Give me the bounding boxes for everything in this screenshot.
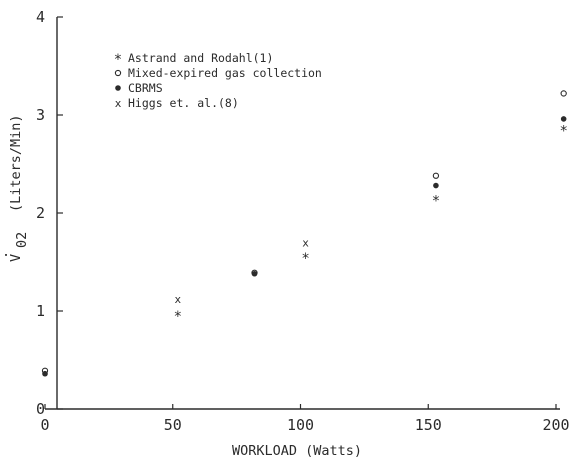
series-x: xx <box>175 236 310 306</box>
data-point-asterisk: * <box>559 124 567 140</box>
y-axis-subscript: 02 <box>14 232 30 248</box>
data-point-open-circle <box>432 172 440 179</box>
legend-label: CBRMS <box>128 81 163 95</box>
legend-item: x Higgs et. al.(8) <box>115 96 239 110</box>
y-axis-title: V . 02 (Liters/Min) <box>0 114 30 262</box>
y-axis-unit: (Liters/Min) <box>8 114 24 212</box>
legend-label: Astrand and Rodahl(1) <box>128 51 273 65</box>
data-point-x: x <box>175 293 182 306</box>
x-axis-title: WORKLOAD (Watts) <box>232 443 362 459</box>
x-tick-label: 100 <box>287 416 314 434</box>
data-point-filled-circle <box>251 270 258 277</box>
y-axis-symbol: V <box>8 254 24 262</box>
legend-item: Mixed-expired gas collection <box>114 66 322 80</box>
data-point-asterisk: * <box>174 309 182 325</box>
data-point-asterisk: * <box>301 251 309 267</box>
data-point-filled-circle <box>42 370 48 377</box>
y-tick-label: 2 <box>36 204 45 222</box>
data-point-filled-circle <box>433 182 439 189</box>
series-open-circle <box>41 90 567 374</box>
y-tick-label: 4 <box>36 8 45 26</box>
legend-label: Higgs et. al.(8) <box>128 96 239 110</box>
y-tick-label: 3 <box>36 106 45 124</box>
x-tick-label: 50 <box>164 416 182 434</box>
series-filled-circle <box>42 116 567 377</box>
legend-marker-asterisk: * <box>114 52 122 68</box>
data-point-open-circle <box>560 90 567 97</box>
data-point-x: x <box>302 236 309 249</box>
x-tick-label: 200 <box>542 416 569 434</box>
legend-marker-x: x <box>115 97 122 110</box>
y-tick-label: 0 <box>36 400 45 418</box>
data-point-asterisk: * <box>432 193 440 209</box>
legend-marker-open-circle <box>114 69 122 77</box>
ticks: 0 50 100 150 200 0 1 2 3 4 <box>36 8 570 434</box>
legend-item: * Astrand and Rodahl(1) <box>114 51 274 68</box>
y-axis-dot: . <box>0 251 11 259</box>
legend-item: CBRMS <box>115 81 163 95</box>
x-tick-label: 0 <box>40 416 49 434</box>
y-tick-label: 1 <box>36 302 45 320</box>
series-asterisk: * * * * <box>174 124 568 325</box>
data-point-filled-circle <box>560 116 567 122</box>
legend-marker-filled-circle <box>115 85 121 91</box>
legend: * Astrand and Rodahl(1)Mixed-expired gas … <box>114 51 322 110</box>
x-tick-label: 150 <box>415 416 442 434</box>
data-points: ****xx <box>41 90 568 377</box>
legend-label: Mixed-expired gas collection <box>128 66 322 80</box>
